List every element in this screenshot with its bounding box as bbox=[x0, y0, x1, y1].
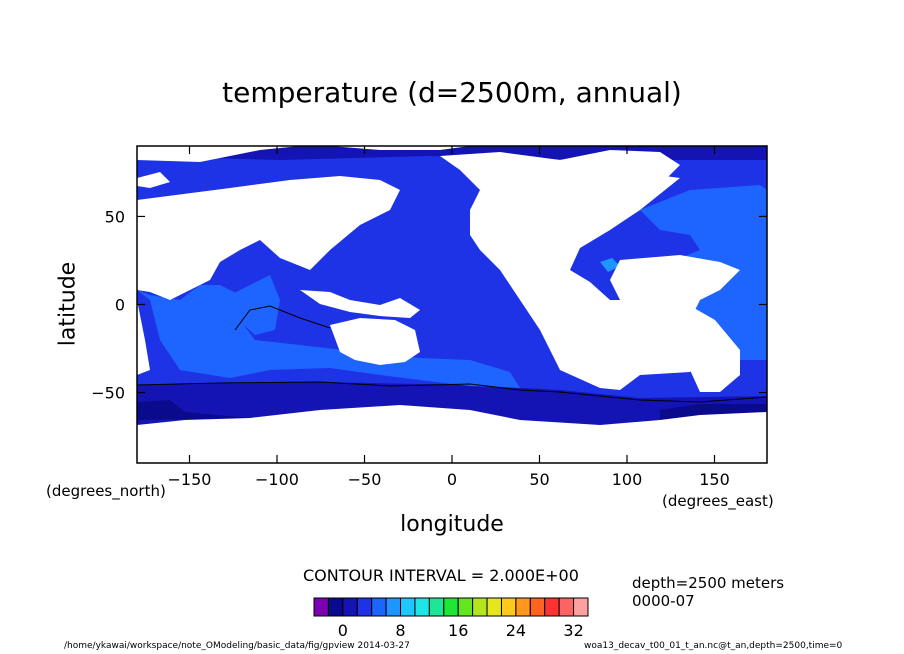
antarctic-deep-band bbox=[137, 400, 250, 420]
colorbar-cell bbox=[400, 597, 416, 617]
colorbar-cell bbox=[414, 597, 430, 617]
land-europe-africa-west bbox=[137, 300, 150, 375]
x-axis-units: (degrees_east) bbox=[662, 492, 774, 510]
colorbar-cell bbox=[313, 597, 329, 617]
colorbar: 0 8 16 24 32 bbox=[313, 597, 589, 640]
land-americas bbox=[440, 152, 720, 390]
colorbar-cell bbox=[558, 597, 575, 617]
x-tick-label: 100 bbox=[612, 470, 643, 489]
colorbar-cell bbox=[544, 597, 560, 617]
colorbar-cell bbox=[500, 597, 517, 617]
land-north-polar bbox=[137, 146, 470, 162]
x-tick-label: −150 bbox=[168, 470, 212, 489]
colorbar-tick-label: 0 bbox=[338, 621, 348, 640]
land-australia bbox=[330, 318, 420, 365]
colorbar-cell bbox=[515, 597, 531, 617]
mediterranean-sea bbox=[600, 258, 620, 272]
y-axis-units: (degrees_north) bbox=[46, 482, 166, 500]
chart-title: temperature (d=2500m, annual) bbox=[222, 76, 682, 109]
colorbar-cell bbox=[385, 597, 402, 617]
footer-path: /home/ykawai/workspace/note_OModeling/ba… bbox=[64, 641, 410, 651]
x-tick-label: 0 bbox=[447, 470, 457, 489]
land-antarctica bbox=[137, 405, 767, 463]
colorbar-cell bbox=[472, 597, 488, 617]
footer-file: woa13_decav_t00_01_t_an.nc@t_an,depth=25… bbox=[584, 641, 843, 651]
contour-interval-label: CONTOUR INTERVAL = 2.000E+00 bbox=[303, 566, 579, 585]
y-tick-label: 0 bbox=[115, 296, 125, 315]
colorbar-cell bbox=[356, 597, 373, 617]
land-maritime-continent bbox=[300, 290, 420, 318]
contour-line-indian bbox=[234, 305, 331, 331]
colorbar-tick-label: 8 bbox=[395, 621, 405, 640]
colorbar-cell bbox=[428, 597, 445, 617]
x-axis-label: longitude bbox=[400, 512, 504, 537]
colorbar-cell bbox=[457, 597, 474, 617]
y-axis-label: latitude bbox=[55, 261, 81, 347]
y-tick-label: 50 bbox=[105, 207, 125, 226]
land-north-america-europe-asia bbox=[137, 172, 400, 300]
colorbar-cell bbox=[327, 597, 344, 617]
axis-ticks: −150 −100 −50 0 50 100 150 −50 0 50 bbox=[91, 146, 767, 489]
colorbar-cell bbox=[486, 597, 502, 617]
land-africa bbox=[610, 255, 740, 350]
land-greenland bbox=[560, 150, 680, 190]
colorbar-cell bbox=[573, 597, 589, 617]
y-tick-label: −50 bbox=[91, 384, 125, 403]
x-tick-label: −100 bbox=[255, 470, 299, 489]
indian-ocean-basin bbox=[220, 275, 280, 335]
colorbar-tick-label: 24 bbox=[506, 621, 526, 640]
x-tick-label: −50 bbox=[348, 470, 382, 489]
contour-line bbox=[136, 381, 768, 403]
colorbar-cell bbox=[371, 597, 387, 617]
x-tick-label: 50 bbox=[529, 470, 549, 489]
colorbar-tick-label: 32 bbox=[563, 621, 583, 640]
colorbar-cell bbox=[342, 597, 358, 617]
x-tick-label: 150 bbox=[699, 470, 730, 489]
colorbar-cell bbox=[443, 597, 459, 617]
colorbar-cell bbox=[529, 597, 546, 617]
colorbar-tick-label: 16 bbox=[448, 621, 468, 640]
depth-annotation: depth=2500 meters bbox=[632, 574, 785, 592]
time-annotation: 0000-07 bbox=[632, 592, 695, 610]
